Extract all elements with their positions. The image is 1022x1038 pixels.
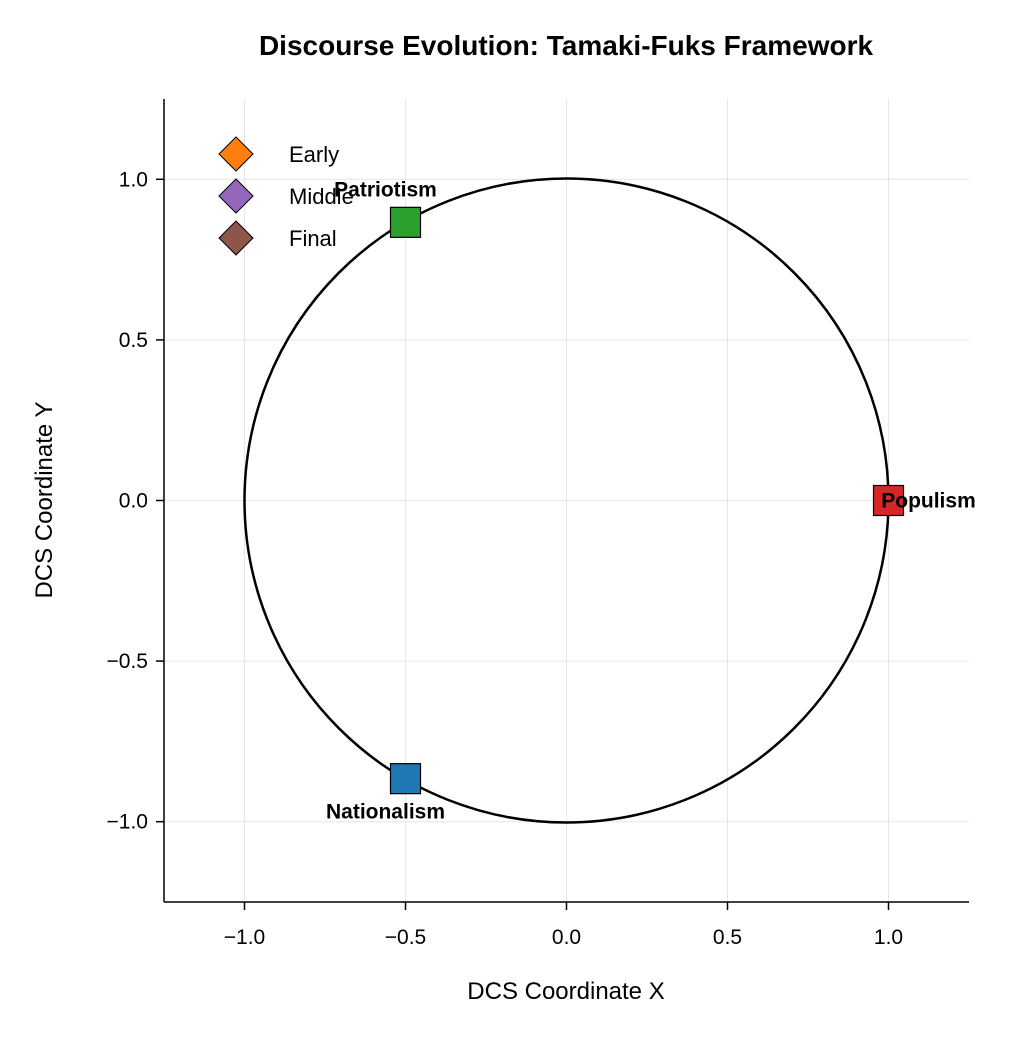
x-axis-label: DCS Coordinate X	[467, 978, 664, 1005]
x-tick-label: 0.5	[713, 926, 742, 949]
y-tick-label: 0.5	[119, 329, 148, 352]
legend-marker-final	[218, 220, 254, 256]
legend-marker-middle	[218, 178, 254, 214]
anchor-marker-nationalism	[389, 763, 422, 795]
y-tick-label: 1.0	[119, 168, 148, 191]
legend-label-middle: Middle	[289, 184, 354, 209]
legend-marker-early	[218, 136, 254, 172]
anchor-label-patriotism: Patriotism	[334, 178, 437, 201]
anchor-marker-populism	[872, 484, 905, 517]
y-axis-ticks: −1.0 −0.5 0.0 0.5 1.0	[107, 168, 164, 834]
legend-label-early: Early	[289, 142, 339, 167]
chart-title: Discourse Evolution: Tamaki-Fuks Framewo…	[259, 30, 874, 61]
x-tick-label: −1.0	[224, 926, 265, 949]
y-tick-label: −1.0	[107, 811, 148, 834]
legend-label-final: Final	[289, 226, 337, 251]
anchor-label-populism: Populism	[881, 490, 976, 513]
anchor-label-nationalism: Nationalism	[326, 801, 445, 824]
y-tick-label: −0.5	[107, 650, 148, 673]
grid	[164, 99, 969, 902]
x-axis-ticks: −1.0 −0.5 0.0 0.5 1.0	[224, 902, 903, 949]
x-tick-label: −0.5	[385, 926, 426, 949]
legend: Early Middle Final	[218, 136, 354, 256]
anchor-markers: Populism Patriotism Nationalism	[326, 178, 976, 823]
y-axis-label: DCS Coordinate Y	[31, 402, 58, 599]
y-tick-label: 0.0	[119, 490, 148, 513]
x-tick-label: 1.0	[874, 926, 903, 949]
anchor-marker-patriotism	[389, 206, 422, 238]
x-tick-label: 0.0	[552, 926, 581, 949]
